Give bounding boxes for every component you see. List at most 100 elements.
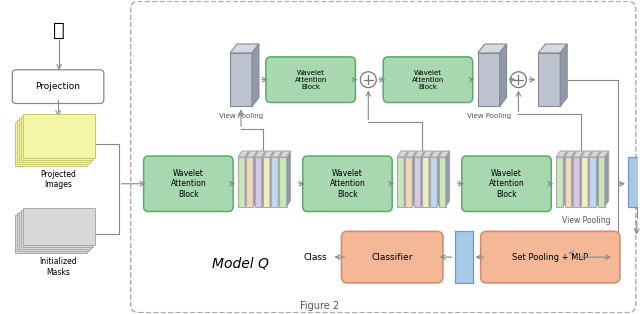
Text: View Pooling: View Pooling bbox=[562, 216, 611, 225]
Bar bbox=[538, 53, 560, 106]
Polygon shape bbox=[596, 151, 600, 207]
Polygon shape bbox=[598, 151, 609, 157]
Text: Projection: Projection bbox=[36, 82, 81, 91]
Text: Wavelet
Attention
Block: Wavelet Attention Block bbox=[294, 70, 327, 90]
Bar bbox=[438, 157, 445, 207]
Bar bbox=[628, 157, 640, 207]
FancyBboxPatch shape bbox=[12, 70, 104, 104]
Polygon shape bbox=[438, 151, 450, 157]
Polygon shape bbox=[430, 151, 442, 157]
Polygon shape bbox=[253, 151, 257, 207]
Text: Figure 2: Figure 2 bbox=[300, 300, 339, 311]
Bar bbox=[280, 157, 287, 207]
Polygon shape bbox=[287, 151, 291, 207]
Polygon shape bbox=[420, 151, 425, 207]
Bar bbox=[19, 212, 91, 249]
Text: Wavelet
Attention
Block: Wavelet Attention Block bbox=[330, 169, 365, 199]
FancyBboxPatch shape bbox=[342, 231, 443, 283]
Bar bbox=[15, 122, 87, 166]
Polygon shape bbox=[270, 151, 274, 207]
Polygon shape bbox=[500, 44, 506, 106]
Polygon shape bbox=[413, 151, 425, 157]
Bar bbox=[19, 118, 91, 162]
Bar bbox=[573, 157, 580, 207]
Text: Wavelet
Attention
Block: Wavelet Attention Block bbox=[412, 70, 444, 90]
Bar bbox=[405, 157, 412, 207]
Polygon shape bbox=[429, 151, 433, 207]
Text: Class: Class bbox=[304, 252, 328, 262]
Bar bbox=[589, 157, 596, 207]
Text: Initialized
Masks: Initialized Masks bbox=[39, 257, 77, 277]
FancyBboxPatch shape bbox=[481, 231, 620, 283]
Text: 🛩: 🛩 bbox=[53, 21, 65, 40]
Bar bbox=[15, 215, 87, 253]
FancyBboxPatch shape bbox=[383, 57, 473, 102]
Polygon shape bbox=[589, 151, 600, 157]
Bar bbox=[564, 157, 572, 207]
Polygon shape bbox=[238, 151, 249, 157]
Text: Projected
Images: Projected Images bbox=[40, 170, 76, 189]
Polygon shape bbox=[263, 151, 274, 157]
Polygon shape bbox=[563, 151, 567, 207]
Bar bbox=[21, 209, 93, 247]
Polygon shape bbox=[412, 151, 417, 207]
Bar bbox=[422, 157, 429, 207]
Bar bbox=[477, 53, 500, 106]
Text: Wavelet
Attention
Block: Wavelet Attention Block bbox=[170, 169, 206, 199]
Bar bbox=[17, 214, 89, 251]
Polygon shape bbox=[437, 151, 442, 207]
Polygon shape bbox=[230, 44, 259, 53]
Polygon shape bbox=[605, 151, 609, 207]
Polygon shape bbox=[445, 151, 450, 207]
Polygon shape bbox=[404, 151, 408, 207]
Bar bbox=[263, 157, 270, 207]
Bar bbox=[598, 157, 605, 207]
Polygon shape bbox=[477, 44, 506, 53]
Polygon shape bbox=[252, 44, 259, 106]
Bar bbox=[581, 157, 588, 207]
Bar bbox=[271, 157, 278, 207]
FancyBboxPatch shape bbox=[462, 156, 551, 212]
Polygon shape bbox=[560, 44, 567, 106]
Bar bbox=[238, 157, 245, 207]
Polygon shape bbox=[580, 151, 584, 207]
Polygon shape bbox=[581, 151, 592, 157]
Bar bbox=[556, 157, 563, 207]
Polygon shape bbox=[280, 151, 291, 157]
Text: View Pooling: View Pooling bbox=[219, 113, 263, 119]
Bar bbox=[430, 157, 437, 207]
Polygon shape bbox=[245, 151, 249, 207]
Bar bbox=[17, 120, 89, 164]
Polygon shape bbox=[246, 151, 257, 157]
Polygon shape bbox=[556, 151, 567, 157]
Polygon shape bbox=[422, 151, 433, 157]
FancyBboxPatch shape bbox=[303, 156, 392, 212]
Polygon shape bbox=[278, 151, 282, 207]
FancyBboxPatch shape bbox=[266, 57, 355, 102]
Bar bbox=[23, 208, 95, 245]
Bar bbox=[255, 157, 262, 207]
Text: Wavelet
Attention
Block: Wavelet Attention Block bbox=[489, 169, 524, 199]
Polygon shape bbox=[405, 151, 417, 157]
Text: Set Pooling + MLP: Set Pooling + MLP bbox=[512, 252, 588, 262]
Polygon shape bbox=[573, 151, 584, 157]
Polygon shape bbox=[572, 151, 575, 207]
Polygon shape bbox=[397, 151, 408, 157]
Text: Classifier: Classifier bbox=[371, 252, 413, 262]
Bar bbox=[397, 157, 404, 207]
Bar bbox=[23, 114, 95, 158]
Bar bbox=[413, 157, 420, 207]
Text: View Pooling: View Pooling bbox=[467, 113, 511, 119]
Bar bbox=[246, 157, 253, 207]
Polygon shape bbox=[262, 151, 266, 207]
Polygon shape bbox=[255, 151, 266, 157]
Bar bbox=[21, 116, 93, 160]
Polygon shape bbox=[271, 151, 282, 157]
Polygon shape bbox=[538, 44, 567, 53]
Text: Model Q: Model Q bbox=[212, 256, 268, 270]
Polygon shape bbox=[588, 151, 592, 207]
FancyBboxPatch shape bbox=[143, 156, 233, 212]
Polygon shape bbox=[564, 151, 575, 157]
Bar bbox=[230, 53, 252, 106]
Bar bbox=[455, 231, 473, 283]
